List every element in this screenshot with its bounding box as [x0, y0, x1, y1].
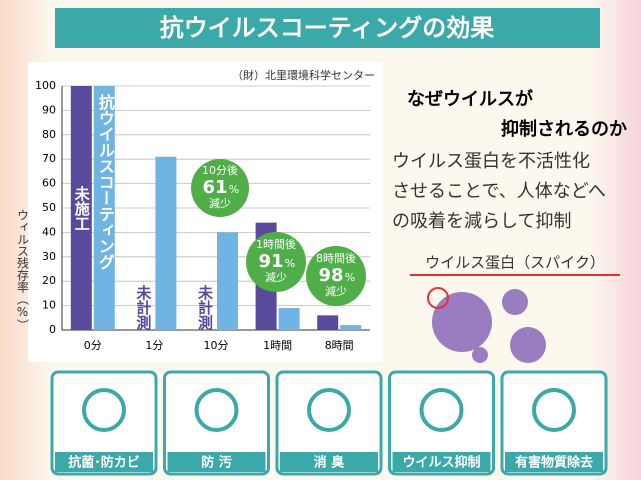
annotation-time: 8時間後: [316, 251, 356, 265]
y-tick-label: 100: [35, 79, 56, 92]
annotation-text: 減少: [325, 284, 347, 298]
bar: [278, 308, 300, 330]
y-tick-label: 20: [42, 274, 56, 287]
annotation-text: 減少: [209, 196, 231, 210]
y-tick-label: 80: [42, 128, 56, 141]
body-text: の吸着を減らして抑制: [392, 211, 571, 232]
annotation-bubble: [191, 159, 249, 217]
virus-illustration: [427, 287, 546, 363]
annotation-unit: %: [229, 183, 239, 196]
feature-label-bar: [55, 452, 153, 472]
y-tick-label: 10: [42, 299, 56, 312]
feature-card: [275, 370, 383, 476]
y-tick-label: 0: [49, 323, 56, 336]
feature-card: [163, 370, 270, 476]
bar: [155, 156, 177, 330]
y-tick-label: 40: [42, 225, 56, 238]
title-banner: [55, 8, 600, 48]
x-tick-label: 10分: [204, 339, 229, 352]
body-text: させることで、人体などへ: [392, 181, 606, 202]
annotation-unit: %: [345, 271, 355, 284]
feature-card: [500, 370, 608, 476]
x-tick-label: 1時間: [263, 339, 292, 352]
feature-label: ウイルス抑制: [402, 455, 480, 471]
bar: [217, 232, 238, 330]
feature-label: 有害物質除去: [515, 455, 593, 471]
bar: [70, 86, 92, 330]
y-tick-label: 90: [42, 103, 56, 116]
source: （財）北里環境科学センター: [232, 68, 375, 82]
feature-icon: [194, 388, 239, 432]
feature-label: 抗菌･防カビ: [68, 455, 140, 471]
bar: [93, 86, 115, 330]
heading: なぜウイルスが: [407, 88, 533, 110]
x-tick-label: 0分: [84, 339, 102, 352]
y-tick-label: 30: [42, 250, 56, 263]
feature-label: 防 汚: [201, 455, 232, 471]
y-axis-label: ウィルス残存率（%）: [16, 209, 30, 331]
feature-label-bar: [167, 452, 266, 472]
illustration-label: ウイルス蛋白（スパイク）: [425, 254, 605, 272]
y-tick-label: 70: [42, 152, 56, 165]
annotation-value: 61: [202, 177, 227, 198]
missing-label: 未計測: [196, 284, 214, 331]
title: 抗ウイルスコーティングの効果: [160, 14, 495, 42]
feature-label-bar: [392, 452, 491, 472]
feature-card: [50, 370, 158, 476]
annotation-bubble: [306, 246, 366, 306]
x-tick-label: 1分: [145, 339, 163, 352]
annotation-bubble: [246, 232, 306, 292]
feature-icon: [532, 388, 576, 432]
y-tick-label: 60: [42, 177, 56, 190]
annotation-time: 10分後: [202, 163, 238, 177]
annotation-time: 1時間後: [256, 237, 296, 251]
series-label: 抗ウイルスコーティング: [96, 93, 115, 270]
annotation-value: 98: [318, 265, 343, 286]
annotation-value: 91: [258, 251, 283, 272]
annotation-unit: %: [285, 257, 295, 270]
feature-card: [388, 370, 495, 476]
missing-label: 未計測: [134, 284, 152, 331]
y-tick-label: 50: [42, 201, 56, 214]
x-tick-label: 8時間: [325, 339, 354, 352]
series-label: 未施工: [73, 185, 91, 231]
heading: 抑制されるのか: [501, 119, 627, 140]
feature-icon: [307, 388, 351, 432]
annotation-text: 減少: [265, 270, 287, 284]
feature-label-bar: [280, 452, 378, 472]
bar: [317, 315, 339, 330]
bar: [340, 325, 362, 330]
feature-icon: [419, 388, 464, 432]
body-text: ウイルス蛋白を不活性化: [392, 151, 590, 172]
feature-icon: [82, 388, 126, 432]
feature-label-bar: [505, 452, 603, 472]
feature-label: 消 臭: [314, 455, 345, 471]
